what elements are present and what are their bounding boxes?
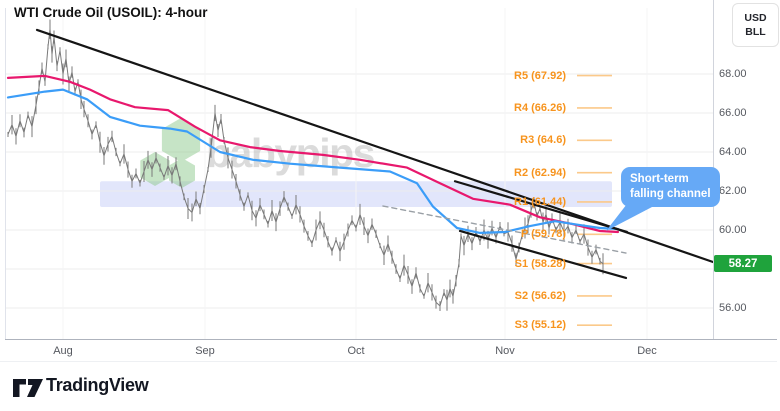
- last-price-badge: 58.27: [714, 255, 772, 273]
- unit-currency-label: USD: [744, 11, 767, 24]
- main-downtrend-line[interactable]: [35, 28, 715, 264]
- y-axis-label-60.00: 60.00: [719, 224, 747, 236]
- callout-line1: Short-term: [630, 173, 689, 185]
- pivot-label-R2: R2 (62.94): [514, 166, 566, 179]
- page-title: WTI Crude Oil (USOIL): 4-hour: [14, 5, 208, 20]
- tradingview-brand-text[interactable]: TradingView: [46, 375, 149, 395]
- callout-tail: [606, 200, 652, 231]
- unit-box: USD BLL: [732, 3, 779, 47]
- moving-average-layer: [6, 74, 620, 234]
- ma-fast-line: [6, 74, 620, 234]
- x-axis-label-Nov: Nov: [495, 345, 515, 357]
- channel-bottom-line[interactable]: [458, 229, 628, 280]
- y-axis-label-62.00: 62.00: [719, 185, 747, 197]
- babypips-hexagon-icon: [161, 118, 201, 162]
- trendline-layer[interactable]: [35, 28, 715, 280]
- gridline-layer: [5, 8, 713, 339]
- pivot-label-R3: R3 (64.6): [520, 134, 566, 147]
- x-axis-label-Dec: Dec: [637, 345, 657, 357]
- axis-border-layer: [0, 0, 777, 362]
- pivot-label-S2: S2 (56.62): [514, 289, 566, 302]
- pivot-label-S1: S1 (58.28): [514, 257, 566, 270]
- tradingview-logo-icon[interactable]: [12, 375, 46, 401]
- x-axis-label-Sep: Sep: [195, 345, 215, 357]
- y-axis-label-68.00: 68.00: [719, 68, 747, 80]
- price-series-layer: [7, 19, 604, 311]
- callout-line2: falling channel: [630, 187, 711, 200]
- pivot-label-R5: R5 (67.92): [514, 69, 566, 82]
- falling-channel-callout[interactable]: Short-term falling channel: [621, 167, 720, 207]
- pivot-label-S3: S3 (55.12): [514, 319, 566, 332]
- ma-slow-line: [6, 88, 620, 234]
- y-axis-label-56.00: 56.00: [719, 302, 747, 314]
- x-axis-label-Aug: Aug: [53, 345, 73, 357]
- pivot-dash-layer: [577, 74, 612, 326]
- channel-midline-dashed[interactable]: [382, 205, 627, 254]
- pivot-label-P: P (59.78): [520, 228, 566, 241]
- x-axis-label-Oct: Oct: [347, 345, 365, 357]
- y-axis-label-66.00: 66.00: [719, 107, 747, 119]
- y-axis-label-64.00: 64.00: [719, 146, 747, 158]
- pivot-label-R4: R4 (66.26): [514, 101, 566, 114]
- unit-barrel-label: BLL: [745, 26, 766, 38]
- pivot-label-R1: R1 (61.44): [514, 195, 566, 208]
